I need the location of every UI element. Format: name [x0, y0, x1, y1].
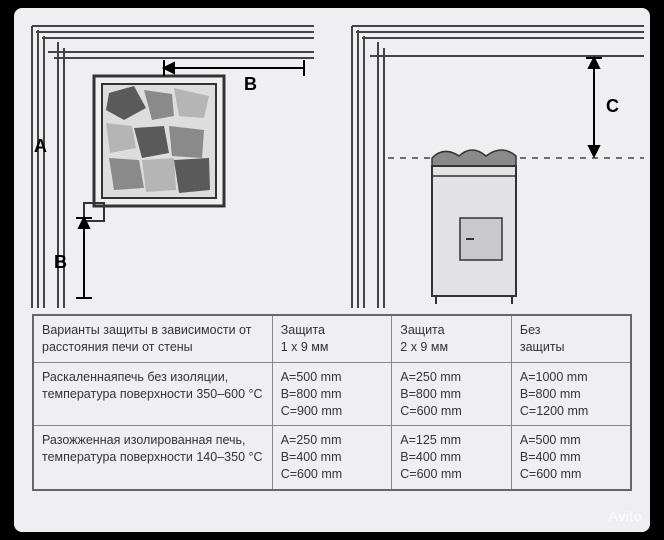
- top-view: A B B: [32, 26, 314, 308]
- table-row: Разожженная изолированная печь, температ…: [33, 426, 631, 490]
- cell: A=125 mm B=400 mm C=600 mm: [392, 426, 512, 490]
- label-A: A: [34, 136, 47, 156]
- watermark: Avito: [609, 508, 642, 524]
- cell: A=250 mm B=400 mm C=600 mm: [272, 426, 392, 490]
- diagram-region: A B B: [14, 8, 650, 308]
- cell: A=500 mm B=800 mm C=900 mm: [272, 362, 392, 426]
- page: A B B: [14, 8, 650, 532]
- row-label: Разожженная изолированная печь, температ…: [33, 426, 272, 490]
- label-B-top: B: [244, 74, 257, 94]
- clearance-table: Варианты защиты в зависимости от расстоя…: [32, 314, 632, 491]
- cell: A=500 mm B=400 mm C=600 mm: [511, 426, 631, 490]
- col2-header: Защита 1 х 9 мм: [272, 315, 392, 362]
- row-label: Раскаленнаяпечь без изоляции, температур…: [33, 362, 272, 426]
- cell: A=250 mm B=800 mm C=600 mm: [392, 362, 512, 426]
- col1-header: Варианты защиты в зависимости от расстоя…: [33, 315, 272, 362]
- cell: A=1000 mm B=800 mm C=1200 mm: [511, 362, 631, 426]
- label-B-side: B: [54, 252, 67, 272]
- heater-front: [432, 150, 516, 304]
- heater-top: [84, 76, 224, 221]
- side-view: C: [352, 26, 644, 308]
- col4-header: Без защиты: [511, 315, 631, 362]
- table-header-row: Варианты защиты в зависимости от расстоя…: [33, 315, 631, 362]
- table-row: Раскаленнаяпечь без изоляции, температур…: [33, 362, 631, 426]
- col3-header: Защита 2 х 9 мм: [392, 315, 512, 362]
- installation-diagram: A B B: [14, 8, 650, 308]
- label-C: C: [606, 96, 619, 116]
